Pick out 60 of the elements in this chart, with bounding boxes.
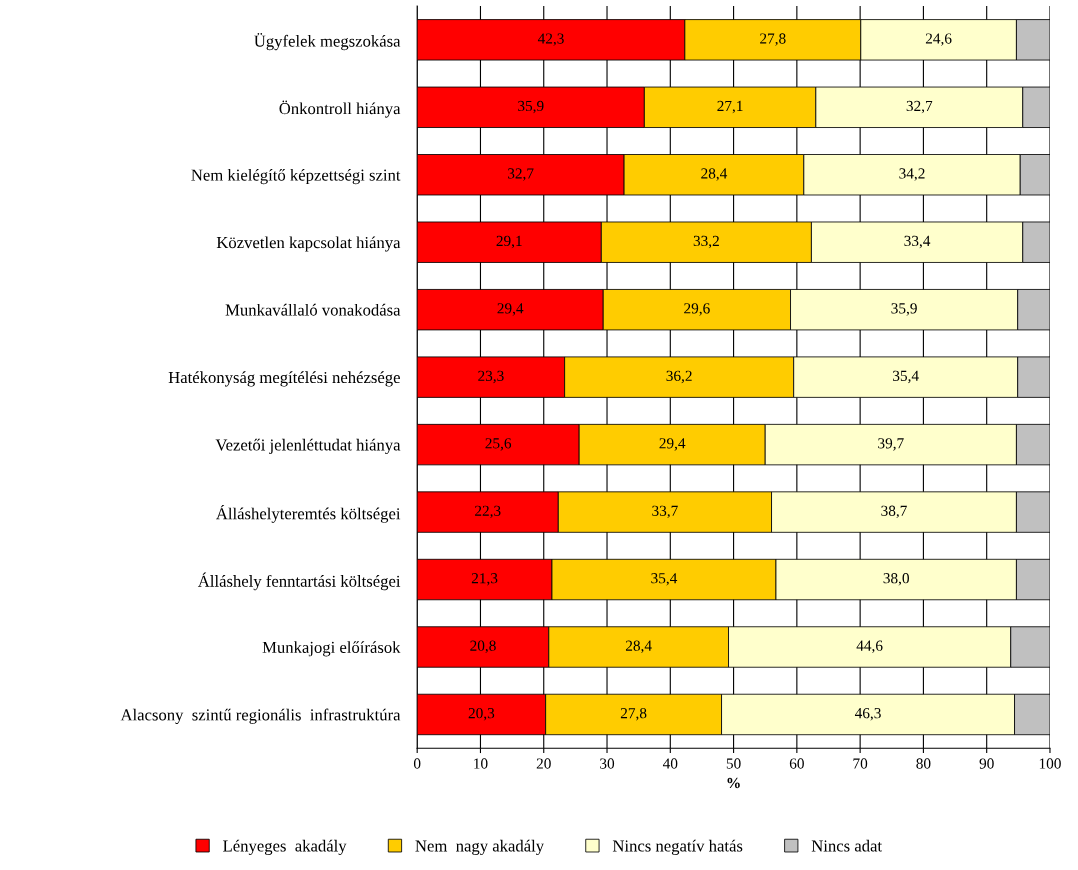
data-label: 24,6 [925,33,952,46]
data-label: 27,1 [717,100,743,114]
x-tick-label: 30 [600,758,615,769]
x-tick-label: 90 [979,758,994,769]
x-tick-label: 70 [853,758,868,769]
data-label: 25,6 [485,438,512,451]
y-tick-label: Alacsony szintű regionális infrastruktúra [120,708,401,724]
data-label: 34,2 [899,168,925,181]
y-tick-label: Munkajogi előírások [262,641,401,657]
y-tick-label: Álláshelyteremtés költségei [216,504,401,523]
x-tick-label: 10 [474,758,488,769]
data-label: 35,4 [893,370,919,384]
data-label: 46,3 [854,708,881,721]
x-tick-label: 50 [726,758,741,769]
y-tick-label: Vezetői jelenléttudat hiánya [215,438,401,454]
data-label: 21,3 [471,573,498,586]
legend-label: Nem nagy akadály [415,839,544,855]
data-label: 28,4 [701,168,728,181]
data-label: 42,3 [537,33,564,46]
data-label: 27,8 [620,707,647,721]
y-tick-label: Közvetlen kapcsolat hiánya [216,236,401,252]
data-label: 38,7 [881,505,907,519]
data-label: 22,3 [475,505,501,519]
data-label: 29,6 [684,303,710,316]
data-label: 29,1 [496,235,522,249]
x-axis-title: % [727,777,740,789]
y-tick-label: Álláshely fenntartási költségei [197,572,401,591]
data-label: 38,0 [883,573,909,586]
x-tick-label: 40 [662,758,678,769]
data-label: 33,2 [693,235,719,249]
data-label: 23,3 [478,370,504,384]
data-label: 29,4 [497,303,524,316]
y-tick-label: Hatékonyság megítélési nehézsége [168,371,400,387]
x-tick-label: 100 [1039,758,1061,769]
data-label: 36,2 [666,370,692,384]
data-label: 20,3 [468,707,495,721]
x-tick-label: 20 [536,758,551,769]
data-label: 27,8 [760,33,786,46]
y-tick-label: Ügyfelek megszokása [254,33,401,51]
data-label: 33,7 [652,505,678,519]
y-tick-label: Nem kielégítő képzettségi szint [191,168,401,185]
data-label: 28,4 [625,640,652,654]
legend-label: Nincs negatív hatás [612,839,743,855]
y-tick-label: Önkontroll hiánya [279,100,401,118]
x-tick-label: 80 [916,758,931,769]
y-tick-label: Munkavállaló vonakodása [225,303,401,316]
data-label: 33,4 [904,235,931,249]
legend-label: Nincs adat [811,839,882,852]
data-label: 32,7 [508,168,534,181]
data-label: 35,9 [891,303,917,316]
data-label: 29,4 [659,438,686,451]
x-tick-label: 0 [413,758,421,769]
data-label: 39,7 [878,438,904,451]
data-label: 44,6 [856,640,883,654]
data-label: 32,7 [906,100,933,114]
data-label: 35,9 [518,100,544,114]
x-tick-label: 60 [789,758,804,769]
legend-label: Lényeges akadály [223,839,347,855]
data-label: 20,8 [470,640,496,654]
data-label: 35,4 [651,573,678,586]
